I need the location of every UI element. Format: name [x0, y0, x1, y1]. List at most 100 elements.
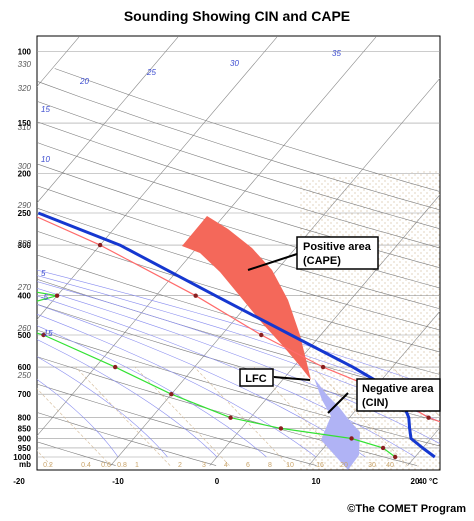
cape-area	[182, 216, 311, 380]
theta-e-label: 10	[41, 155, 50, 164]
pressure-tick-label: 950	[18, 444, 32, 453]
cape-label-line2: (CAPE)	[303, 255, 341, 267]
mixing-ratio-line	[312, 366, 408, 466]
pressure-tick-label: 300	[18, 241, 32, 250]
theta-tick-label: 260	[17, 324, 32, 333]
temperature-profile-point	[320, 364, 326, 370]
moist-adiabat-line	[37, 269, 440, 390]
pressure-tick-label: 200	[18, 170, 32, 179]
dry-adiabat-line	[37, 254, 440, 375]
moist-adiabat-line	[37, 379, 119, 458]
temperature-tick-label: -20	[13, 477, 25, 486]
temperature-profile-point	[259, 332, 264, 338]
mixing-ratio-line	[75, 366, 171, 466]
moist-adiabat-line	[37, 304, 366, 458]
theta-tick-label: 320	[18, 84, 32, 93]
isotherm-line	[37, 36, 278, 320]
dewpoint-profile-point	[278, 426, 284, 431]
dry-adiabat-line	[37, 121, 440, 249]
mixing-ratio-stipple	[300, 170, 440, 470]
theta-tick-label: 290	[17, 201, 32, 210]
mixing-ratio-label: 2	[178, 462, 182, 469]
dewpoint-profile-point	[169, 392, 174, 397]
isotherm-line	[37, 36, 179, 204]
theta-e-label: 35	[332, 49, 341, 58]
mixing-ratio-label: 20	[340, 462, 348, 469]
mixing-ratio-label: 6	[246, 462, 250, 469]
cin-area	[314, 378, 360, 470]
theta-e-label: -5	[41, 293, 49, 302]
moist-adiabat-line	[37, 313, 317, 458]
lfc-label: LFC	[245, 373, 266, 385]
dewpoint-profile-point	[349, 436, 354, 441]
dewpoint-profile-point	[393, 454, 398, 460]
mixing-ratio-label: 0.6	[101, 462, 111, 469]
pressure-tick-label: 600	[18, 363, 32, 372]
mixing-ratio-label: 10	[286, 462, 294, 469]
cin-annotation: Negative area (CIN)	[327, 378, 441, 414]
temperature-profile-point	[193, 293, 198, 298]
moist-adiabat-line	[37, 356, 168, 458]
dry-adiabat-line	[37, 383, 317, 466]
temperature-profile-point	[457, 426, 461, 430]
moist-adiabat-line	[37, 325, 267, 458]
temperature-profile-point	[97, 242, 103, 248]
temperature-profile	[37, 216, 440, 423]
theta-e-label: 20	[79, 77, 89, 86]
dry-adiabat-line	[37, 329, 440, 447]
dewpoint-profile-point	[113, 364, 118, 370]
dewpoint-profile-point	[228, 415, 233, 420]
pressure-tick-label: 400	[18, 292, 32, 301]
temperature-tick-label: 10	[312, 477, 321, 486]
copyright-credit: ©The COMET Program	[347, 503, 466, 515]
axis-labels: -30-20-10010203040 °C1001502002503004005…	[13, 48, 438, 486]
moist-adiabat-line	[37, 339, 218, 458]
dry-adiabat-line	[0, 69, 15, 466]
dry-adiabat-line	[37, 207, 440, 331]
theta-tick-label: 310	[18, 123, 32, 132]
theta-tick-label: 250	[17, 371, 32, 380]
mixing-ratio-label: 16	[316, 462, 324, 469]
dewpoint-profile-point	[380, 445, 386, 451]
cin-label-line2: (CIN)	[362, 397, 389, 409]
pressure-tick-label: 850	[18, 424, 32, 433]
moist-adiabat-line	[37, 281, 440, 422]
mixing-ratio-label: 0.4	[81, 462, 91, 469]
mixing-ratio-label: 4	[224, 462, 228, 469]
theta-e-label: 5	[41, 269, 46, 278]
temperature-tick-label: -10	[112, 477, 124, 486]
pressure-tick-label: 700	[18, 390, 32, 399]
mixing-ratio-label: 1	[135, 462, 139, 469]
lfc-annotation: LFC	[239, 368, 311, 387]
theta-tick-label: 300	[18, 162, 32, 171]
x-unit-label: 40 °C	[418, 477, 438, 486]
mixing-ratio-label: 0.2	[43, 462, 53, 469]
temperature-tick-label: 20	[411, 477, 420, 486]
theta-tick-label: 280	[17, 239, 32, 248]
mixing-ratio-label: 3	[202, 462, 206, 469]
mixing-ratio-label: 0.8	[117, 462, 127, 469]
theta-e-label: 25	[146, 68, 156, 77]
dry-adiabat-line	[37, 356, 417, 466]
pressure-tick-label: 900	[18, 434, 32, 443]
cape-annotation: Positive area (CAPE)	[247, 236, 379, 271]
dry-adiabat-line	[37, 303, 440, 422]
mixing-ratio-line	[134, 366, 230, 466]
mixing-ratio-line	[194, 366, 290, 466]
moist-adiabat-line	[37, 295, 416, 458]
mixing-ratio-label: 30	[368, 462, 376, 469]
dewpoint-profile-point	[54, 293, 60, 298]
y-unit-label: mb	[19, 460, 31, 469]
isotherm-line	[209, 194, 440, 466]
temperature-profile-point	[426, 415, 431, 420]
chart-title: Sounding Showing CIN and CAPE	[123, 8, 351, 24]
dry-adiabat-line	[37, 412, 217, 466]
pressure-tick-label: 150	[18, 119, 32, 128]
theta-tick-label: 270	[17, 283, 32, 292]
mixing-ratio-label: 8	[268, 462, 272, 469]
pressure-tick-label: 500	[18, 331, 32, 340]
mixing-ratio-label: 40	[386, 462, 394, 469]
pressure-tick-label: 1000	[13, 453, 31, 462]
mixing-ratio-line	[37, 388, 111, 466]
